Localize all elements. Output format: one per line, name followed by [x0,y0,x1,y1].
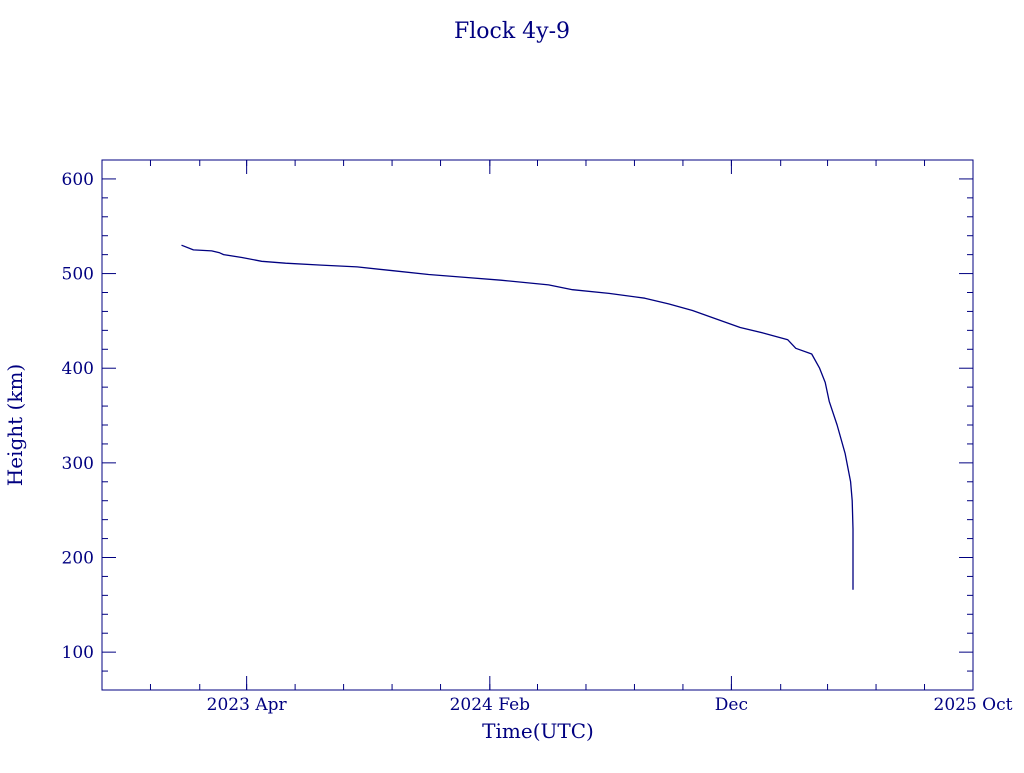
minor-ticks [102,159,973,690]
x-axis: 2023 Apr 2024 Feb Dec 2025 Oct [207,160,1013,715]
y-tick-label: 600 [62,170,94,190]
x-tick-label: 2024 Feb [450,695,531,715]
x-axis-label: Time(UTC) [482,719,594,743]
y-tick-label: 100 [62,643,94,663]
y-tick-label: 200 [62,549,94,569]
series-layer [181,244,854,590]
x-tick-label: 2025 Oct [934,695,1013,715]
x-tick-label: Dec [715,695,748,715]
y-axis-label: Height (km) [3,364,27,486]
y-tick-label: 400 [62,359,94,379]
y-axis: 100 200 300 400 500 600 [62,170,973,663]
y-tick-label: 300 [62,454,94,474]
plot-area [101,159,974,691]
y-tick-label: 500 [62,265,94,285]
x-tick-label: 2023 Apr [207,695,288,715]
plot-border [101,159,974,691]
series-line-0 [181,244,854,590]
chart-title: Flock 4y-9 [454,19,570,44]
